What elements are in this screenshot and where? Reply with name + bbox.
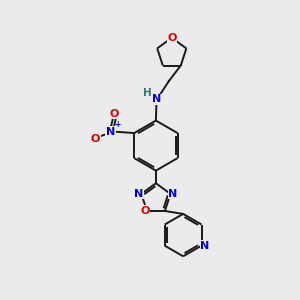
Text: O: O: [91, 134, 100, 144]
Text: O: O: [140, 206, 150, 216]
Text: O: O: [110, 109, 119, 119]
Text: O: O: [167, 33, 176, 43]
Text: H: H: [143, 88, 152, 98]
Text: N: N: [152, 94, 161, 104]
Text: N: N: [134, 189, 144, 199]
Text: -: -: [90, 136, 94, 145]
Text: N: N: [168, 189, 177, 199]
Text: N: N: [106, 127, 115, 136]
Text: N: N: [200, 241, 210, 251]
Text: +: +: [115, 120, 121, 129]
